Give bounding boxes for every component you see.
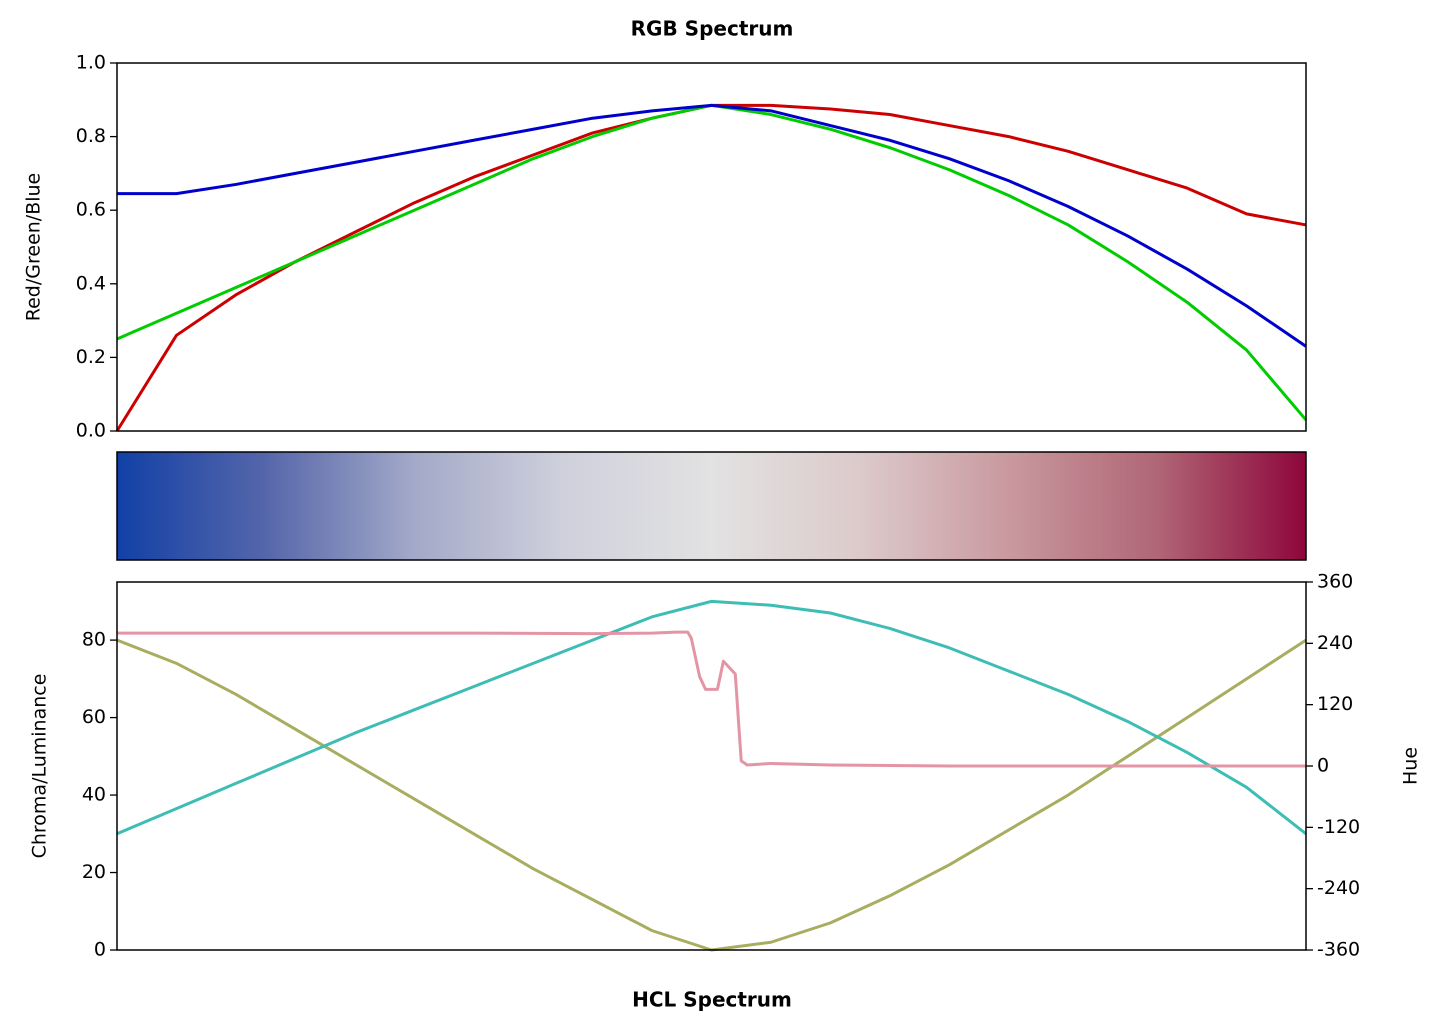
- y2-tick-label: -240: [1317, 877, 1360, 899]
- chart-title: HCL Spectrum: [632, 988, 792, 1012]
- series-line: [117, 630, 1306, 768]
- y-tick-label: 0.0: [76, 420, 106, 442]
- y-tick-label: 40: [82, 784, 106, 806]
- y-tick-label: 0.4: [76, 272, 106, 294]
- y-tick-label: 60: [82, 706, 106, 728]
- y-axis-label: Red/Green/Blue: [23, 173, 45, 321]
- y-axis-label: Chroma/Luminance: [29, 674, 51, 859]
- y2-tick-label: -120: [1317, 816, 1360, 838]
- colorbar: [116, 451, 1307, 561]
- y2-tick-label: 120: [1317, 693, 1353, 715]
- series-line: [116, 103, 1308, 421]
- y-tick-label: 0.2: [76, 346, 106, 368]
- series-line: [116, 599, 1307, 836]
- y2-tick-label: 0: [1317, 755, 1329, 777]
- y2-tick-label: -360: [1317, 939, 1360, 961]
- y2-axis-label: Hue: [1400, 747, 1422, 785]
- y-tick-label: 0.8: [76, 125, 106, 147]
- y2-tick-label: 360: [1317, 571, 1353, 593]
- y-tick-label: 0.6: [76, 199, 106, 221]
- chart-title: RGB Spectrum: [631, 17, 794, 41]
- series-line: [115, 103, 1307, 432]
- series-line: [117, 103, 1307, 348]
- series-line: [116, 638, 1307, 952]
- y-tick-label: 0: [94, 939, 106, 961]
- y-tick-label: 80: [82, 629, 106, 651]
- plot-frame: [116, 581, 1307, 951]
- y-tick-label: 1.0: [76, 52, 106, 74]
- y2-tick-label: 240: [1317, 632, 1353, 654]
- plot-frame: [116, 62, 1307, 432]
- y-tick-label: 20: [82, 861, 106, 883]
